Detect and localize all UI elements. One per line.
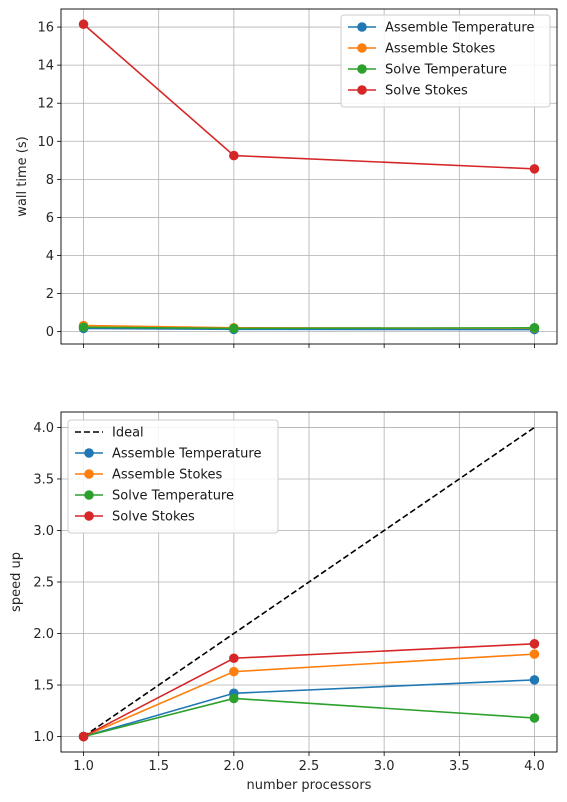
y-tick-label: 16 — [37, 21, 54, 36]
data-point — [529, 649, 540, 659]
speed-up-chart: 1.0 1.5 2.0 2.5 3.0 3.5 4.0 1.0 1.5 2.0 2.5 3.0 3.5 4… — [9, 411, 558, 793]
legend-swatch-marker — [84, 490, 94, 500]
y-tick-label: 2 — [46, 287, 54, 302]
data-point — [229, 653, 239, 664]
legend-label: Assemble Temperature — [112, 447, 261, 462]
data-point — [229, 323, 239, 334]
plot-frame — [60, 8, 558, 345]
data-point — [529, 675, 540, 685]
data-point — [78, 19, 89, 30]
ticks: 0 2 4 6 8 10 12 14 16 — [37, 21, 535, 348]
legend-label: Solve Stokes — [385, 84, 468, 99]
y-axis-label: wall time (s) — [15, 136, 30, 216]
y-tick-label: 10 — [37, 135, 54, 150]
x-axis-label: number processors — [247, 778, 372, 793]
data-point — [229, 666, 239, 677]
legend-swatch-marker — [357, 64, 367, 74]
legend-label: Assemble Stokes — [385, 42, 495, 57]
x-tick-label: 2.0 — [224, 759, 245, 774]
y-tick-label: 3.5 — [33, 472, 54, 487]
y-tick-label: 4 — [46, 249, 54, 264]
x-tick-label: 1.5 — [148, 759, 169, 774]
legend-swatch-marker — [84, 511, 94, 521]
data-point — [529, 713, 540, 723]
data-point — [529, 164, 540, 174]
y-tick-label: 1.5 — [33, 679, 54, 694]
legend-label: Assemble Temperature — [385, 21, 534, 36]
x-tick-label: 4.0 — [524, 759, 545, 774]
legend-swatch-marker — [357, 43, 367, 53]
series-solve-stokes — [78, 639, 540, 742]
y-tick-label: 1.0 — [33, 730, 54, 745]
data-point — [529, 639, 540, 649]
x-tick-label: 1.0 — [73, 759, 94, 774]
series-solve-stokes — [78, 19, 540, 174]
data-point — [78, 731, 89, 742]
y-tick-label: 4.0 — [33, 421, 54, 436]
ideal-line — [83, 426, 535, 738]
plot-area — [78, 19, 540, 335]
y-tick-label: 2.0 — [33, 627, 54, 642]
legend-swatch-marker — [357, 85, 367, 95]
legend-box — [67, 419, 279, 534]
x-tick-label: 3.0 — [374, 759, 395, 774]
data-point — [529, 323, 540, 333]
legend-label: Assemble Stokes — [112, 468, 222, 483]
legend-swatch-marker — [357, 22, 367, 32]
x-tick-label: 3.5 — [449, 759, 470, 774]
y-tick-label: 14 — [37, 59, 54, 74]
y-tick-label: 8 — [46, 173, 54, 188]
wall-time-chart: 0 2 4 6 8 10 12 14 16 wall time (s) Assemble Tempe… — [15, 8, 558, 348]
data-point — [229, 150, 239, 161]
x-tick-label: 2.5 — [299, 759, 320, 774]
ticks: 1.0 1.5 2.0 2.5 3.0 3.5 4.0 1.0 1.5 2.0 2.5 3.0 3.5 4… — [33, 421, 544, 774]
data-point — [229, 693, 239, 704]
legend-label: Solve Temperature — [112, 489, 234, 504]
plot-area — [78, 426, 540, 742]
y-tick-label: 0 — [46, 325, 54, 340]
legend-label: Solve Stokes — [112, 510, 195, 525]
legend-label: Ideal — [112, 426, 144, 441]
legend: Ideal Assemble Temperature Assemble Stokes… — [67, 419, 279, 534]
legend: Assemble Temperature Assemble Stokes Solve… — [340, 14, 551, 108]
plot-frame — [60, 411, 558, 753]
data-point — [78, 322, 89, 333]
y-tick-label: 12 — [37, 97, 54, 112]
y-axis-label: speed up — [9, 552, 24, 612]
y-tick-label: 6 — [46, 211, 54, 226]
legend-swatch-marker — [84, 448, 94, 458]
y-tick-label: 3.0 — [33, 524, 54, 539]
y-tick-label: 2.5 — [33, 576, 54, 591]
series-solve-temperature — [78, 322, 540, 334]
legend-swatch-marker — [84, 469, 94, 479]
legend-box — [340, 14, 551, 108]
legend-label: Solve Temperature — [385, 63, 507, 78]
